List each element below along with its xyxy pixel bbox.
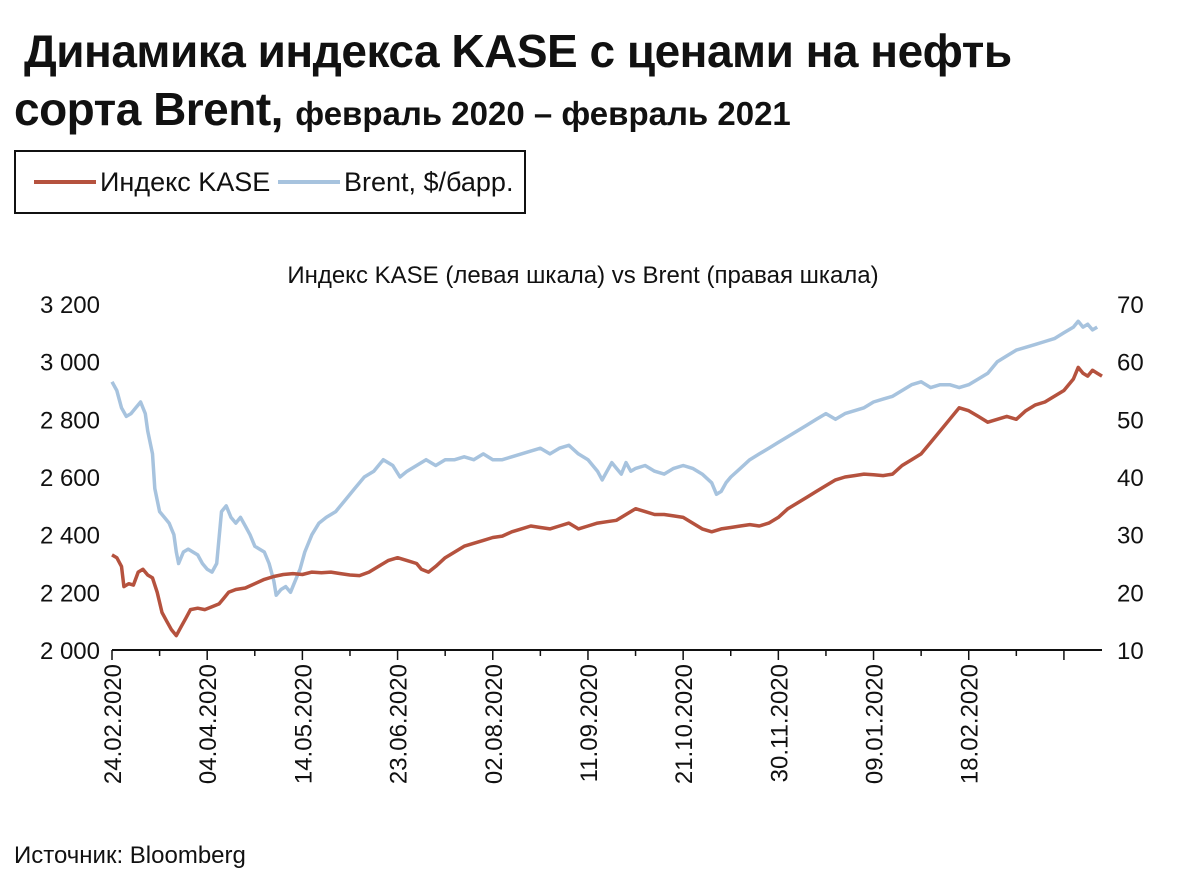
legend-swatch-brent xyxy=(278,179,340,184)
y-left-tick-label: 2 600 xyxy=(40,465,100,492)
chart-title-line2: сорта Brent, февраль 2020 – февраль 2021 xyxy=(14,80,1184,143)
y-right-tick-label: 30 xyxy=(1117,523,1144,550)
legend-item-brent: Brent, $/барр. xyxy=(278,167,513,197)
x-tick-label: 04.04.2020 xyxy=(195,664,222,784)
y-right-tick-label: 40 xyxy=(1117,465,1144,492)
legend-label-brent: Brent, $/барр. xyxy=(344,167,514,197)
legend-swatch-kase xyxy=(34,179,96,184)
chart-title-block: Динамика индекса KASE с ценами на нефть … xyxy=(14,22,1184,143)
chart-title-line1: Динамика индекса KASE с ценами на нефть xyxy=(24,25,1012,77)
x-tick-label: 18.02.2020 xyxy=(957,664,984,784)
x-tick-label: 23.06.2020 xyxy=(386,664,413,784)
axes: 24.02.2020 04.04.2020 14.05.2020 23.06.2020… xyxy=(40,292,1144,784)
kase-series-line xyxy=(111,365,1103,638)
series-lines xyxy=(110,319,1103,638)
y-left-tick-label: 2 000 xyxy=(40,638,100,665)
y-left-tick-label: 3 000 xyxy=(40,350,100,377)
y-right-tick-label: 20 xyxy=(1117,580,1144,607)
y-right-tick-label: 10 xyxy=(1117,638,1144,665)
chart-title-period: февраль 2020 – февраль 2021 xyxy=(295,95,791,132)
y-left-tick-label: 2 800 xyxy=(40,407,100,434)
x-tick-label: 24.02.2020 xyxy=(100,664,127,784)
y-left-tick-label: 2 200 xyxy=(40,580,100,607)
chart-legend: Индекс KASE Brent, $/барр. xyxy=(14,150,526,214)
y-left-tick-label: 2 400 xyxy=(40,523,100,550)
x-tick-label: 30.11.2020 xyxy=(766,664,793,782)
y-right-tick-label: 50 xyxy=(1117,407,1144,434)
x-tick-label: 09.01.2020 xyxy=(862,664,889,784)
x-tick-label: 11.09.2020 xyxy=(576,664,603,782)
chart-title-bold: сорта Brent, xyxy=(14,83,283,135)
y-right-tick-label: 70 xyxy=(1117,292,1144,319)
legend-item-kase: Индекс KASE xyxy=(34,167,270,197)
x-tick-label: 14.05.2020 xyxy=(290,664,317,784)
plot-title: Индекс KASE (левая шкала) vs Brent (прав… xyxy=(287,262,878,289)
source-note: Источник: Bloomberg xyxy=(14,842,246,869)
x-tick-label: 02.08.2020 xyxy=(481,664,508,784)
brent-series-line xyxy=(110,319,1099,597)
legend-label-kase: Индекс KASE xyxy=(100,167,271,197)
y-left-tick-label: 3 200 xyxy=(40,292,100,319)
y-right-tick-label: 60 xyxy=(1117,350,1144,377)
x-tick-label: 21.10.2020 xyxy=(671,664,698,784)
